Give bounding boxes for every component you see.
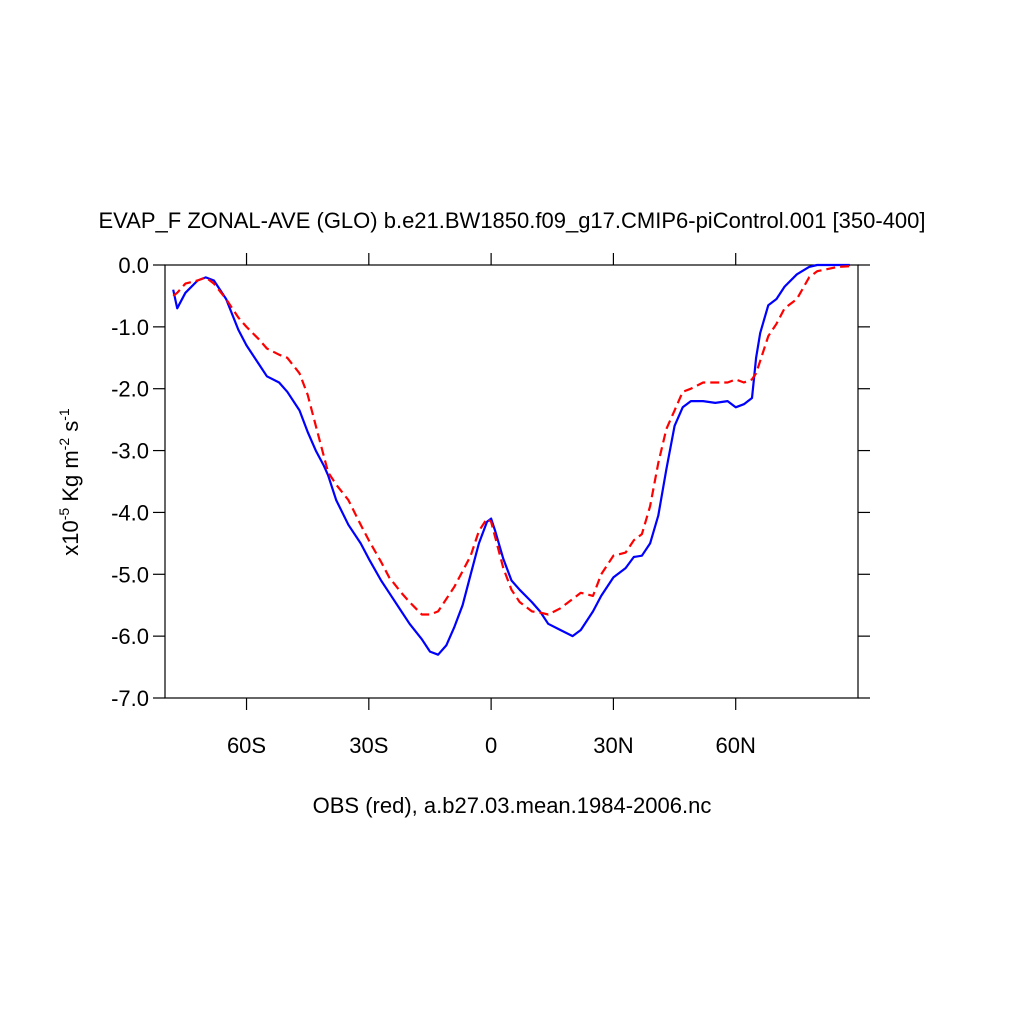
y-tick-label: -3.0 <box>111 439 149 464</box>
x-tick-label: 60S <box>227 733 266 758</box>
y-tick-label: -6.0 <box>111 624 149 649</box>
series-line <box>172 265 850 616</box>
x-tick-label: 0 <box>485 733 497 758</box>
y-axis-label-text: x10 <box>58 520 83 555</box>
series-line <box>172 263 850 656</box>
y-tick-label: -1.0 <box>111 315 149 340</box>
y-tick-label: -5.0 <box>111 562 149 587</box>
y-axis-label-sup: -5 <box>56 508 72 521</box>
x-tick-label: 30S <box>349 733 388 758</box>
y-axis-label-sup: -1 <box>56 408 72 421</box>
y-tick-label: -2.0 <box>111 377 149 402</box>
x-tick-label: 30N <box>593 733 633 758</box>
y-axis-label-text: s <box>58 421 83 438</box>
y-axis-label-text: Kg m <box>58 450 83 507</box>
y-axis-label: x10-5 Kg m-2 s-1 <box>56 408 83 556</box>
y-tick-label: 0.0 <box>118 253 149 278</box>
y-axis-label-sup: -2 <box>56 438 72 451</box>
x-tick-label: 60N <box>716 733 756 758</box>
chart-title: EVAP_F ZONAL-AVE (GLO) b.e21.BW1850.f09_… <box>98 208 925 233</box>
y-tick-label: -7.0 <box>111 686 149 711</box>
y-tick-label: -4.0 <box>111 500 149 525</box>
plot-frame <box>164 264 859 699</box>
x-axis-label: OBS (red), a.b27.03.mean.1984-2006.nc <box>313 793 712 818</box>
